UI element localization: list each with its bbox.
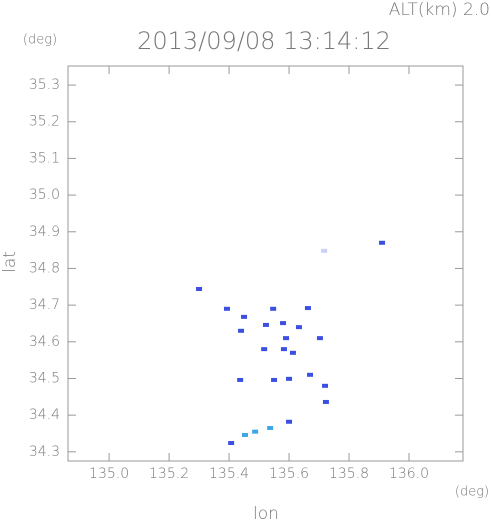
- x-tick-label: 135.2: [149, 466, 189, 482]
- x-tick-label: 135.0: [89, 466, 129, 482]
- y-axis-label: lat: [0, 251, 20, 273]
- x-unit: (deg): [455, 485, 489, 500]
- y-tick-label: 34.7: [29, 297, 60, 313]
- echo-point: [307, 372, 314, 377]
- echo-point: [270, 306, 277, 311]
- y-tick-label: 34.6: [29, 334, 60, 350]
- echo-point: [379, 240, 386, 245]
- echo-point: [322, 383, 329, 388]
- echo-point: [241, 432, 248, 437]
- echo-point: [304, 306, 311, 311]
- echo-point: [289, 350, 296, 355]
- chart-subtitle: ALT(km) 2.0: [389, 0, 490, 20]
- echo-point: [241, 314, 248, 319]
- echo-point: [262, 322, 269, 327]
- echo-point: [286, 376, 293, 381]
- echo-point: [238, 328, 245, 333]
- echo-point: [280, 321, 287, 326]
- plot-frame: [67, 65, 464, 462]
- echo-point: [322, 399, 329, 404]
- x-tick-label: 135.4: [209, 466, 249, 482]
- y-tick-label: 34.3: [29, 444, 60, 460]
- echo-point: [280, 347, 287, 352]
- echo-point: [295, 325, 302, 330]
- x-tick-label: 135.8: [329, 466, 369, 482]
- echo-point: [283, 336, 290, 341]
- echo-point: [237, 377, 244, 382]
- y-tick-label: 35.0: [29, 187, 60, 203]
- echo-point: [228, 441, 235, 446]
- echo-point: [286, 419, 293, 424]
- echo-point: [316, 336, 323, 341]
- echo-point: [261, 347, 268, 352]
- y-tick-label: 34.4: [29, 407, 60, 423]
- y-tick-label: 35.1: [29, 150, 60, 166]
- echo-point: [196, 286, 203, 291]
- y-unit: (deg): [23, 33, 57, 48]
- x-tick-label: 135.6: [269, 466, 309, 482]
- y-tick-label: 34.5: [29, 370, 60, 386]
- echo-point: [321, 248, 328, 253]
- echo-point: [271, 377, 278, 382]
- echo-point: [223, 306, 230, 311]
- y-tick-label: 35.2: [29, 114, 60, 130]
- echo-point: [252, 429, 259, 434]
- x-tick-label: 136.0: [389, 466, 429, 482]
- y-tick-label: 34.9: [29, 224, 60, 240]
- chart-title: 2013/09/08 13:14:12: [137, 27, 391, 55]
- y-tick-label: 35.3: [29, 77, 60, 93]
- y-tick-label: 34.8: [29, 260, 60, 276]
- x-axis-label: lon: [253, 504, 279, 521]
- echo-point: [267, 425, 274, 430]
